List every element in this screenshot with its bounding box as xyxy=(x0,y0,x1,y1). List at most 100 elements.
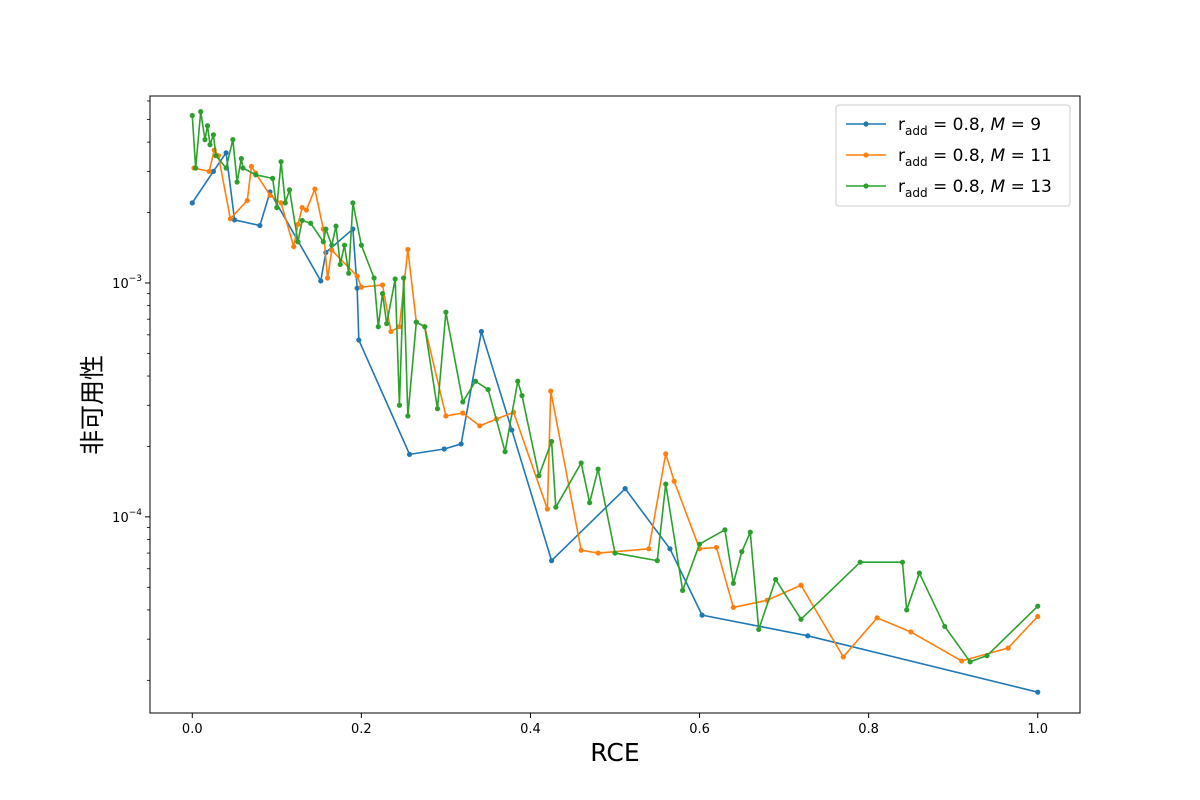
legend-marker xyxy=(863,152,869,158)
data-point xyxy=(202,137,208,143)
data-point xyxy=(713,544,720,551)
data-point xyxy=(916,570,922,576)
data-point xyxy=(299,204,305,211)
y-axis-label: 非可用性 xyxy=(78,355,107,455)
data-point xyxy=(356,337,362,343)
data-point xyxy=(371,275,377,281)
x-axis-label: RCE xyxy=(590,738,639,767)
data-point xyxy=(959,658,965,664)
data-point xyxy=(696,541,703,547)
data-point xyxy=(443,413,449,419)
data-point xyxy=(379,282,386,288)
data-point xyxy=(671,478,677,484)
data-point xyxy=(240,165,246,171)
data-point xyxy=(739,549,745,555)
x-tick-label: 0.8 xyxy=(858,722,879,737)
data-point xyxy=(756,626,762,633)
data-point xyxy=(384,321,390,327)
data-point xyxy=(282,200,288,206)
data-point xyxy=(908,629,914,635)
legend-entry: radd = 0.8, M = 13 xyxy=(898,177,1052,200)
data-point xyxy=(392,276,398,282)
legend-entry: radd = 0.8, M = 11 xyxy=(898,146,1052,169)
data-point xyxy=(663,481,669,487)
data-point xyxy=(193,165,199,171)
x-tick-label: 0.2 xyxy=(351,722,372,737)
x-tick-label: 0.6 xyxy=(689,722,710,737)
data-point xyxy=(422,324,428,330)
data-point xyxy=(358,284,364,290)
data-point xyxy=(323,226,329,232)
data-point xyxy=(206,168,212,174)
data-point xyxy=(544,506,550,512)
data-point xyxy=(333,223,339,229)
data-point xyxy=(350,200,356,206)
data-point xyxy=(663,451,669,457)
data-point xyxy=(274,204,280,211)
data-point xyxy=(1035,613,1041,620)
x-axis: 0.0 0.2 0.4 0.6 0.8 1.0 xyxy=(182,713,1048,737)
data-point xyxy=(198,109,204,115)
data-point xyxy=(278,200,284,206)
data-point xyxy=(840,654,846,660)
data-point xyxy=(646,546,652,552)
data-point xyxy=(253,172,259,178)
data-point xyxy=(805,633,811,639)
data-point xyxy=(622,486,628,492)
data-point xyxy=(434,406,441,412)
data-point xyxy=(548,438,555,445)
legend: radd = 0.8, M = 9 radd = 0.8, M = 11 radd … xyxy=(835,104,1071,207)
legend-marker xyxy=(863,121,869,127)
data-point xyxy=(472,378,479,384)
data-point xyxy=(460,410,466,416)
data-point xyxy=(509,427,515,433)
data-point xyxy=(595,466,601,472)
data-point xyxy=(204,123,211,129)
data-point xyxy=(318,278,324,284)
data-point xyxy=(413,319,419,325)
data-point xyxy=(248,163,255,170)
data-point xyxy=(899,559,906,565)
data-point xyxy=(401,275,407,281)
data-point xyxy=(379,291,386,297)
data-point xyxy=(223,165,229,171)
x-tick-label: 0.0 xyxy=(182,722,203,737)
data-point xyxy=(553,504,559,510)
data-point xyxy=(699,612,705,618)
data-point xyxy=(485,386,491,393)
y-axis: 10−3 10−4 xyxy=(112,100,150,681)
data-point xyxy=(238,156,244,162)
series-layer xyxy=(189,109,1041,695)
legend-box xyxy=(835,104,1071,207)
data-point xyxy=(223,150,229,156)
data-point xyxy=(654,558,660,564)
data-point xyxy=(667,546,673,552)
data-point xyxy=(773,576,779,583)
data-point xyxy=(329,247,335,253)
data-point xyxy=(548,558,555,564)
data-point xyxy=(680,587,686,593)
data-point xyxy=(798,582,804,588)
x-tick-label: 1.0 xyxy=(1027,722,1048,737)
data-point xyxy=(210,168,217,174)
data-point xyxy=(308,220,314,226)
data-point xyxy=(857,559,863,565)
data-point xyxy=(1005,645,1011,651)
data-point xyxy=(458,441,464,447)
data-point xyxy=(189,200,195,206)
data-point xyxy=(346,270,352,276)
data-point xyxy=(329,242,335,248)
data-point xyxy=(244,197,250,204)
data-point xyxy=(405,246,411,253)
data-point xyxy=(519,392,525,399)
data-point xyxy=(358,242,364,248)
data-point xyxy=(375,324,381,330)
legend-marker xyxy=(863,183,869,189)
data-point xyxy=(231,217,238,223)
data-point xyxy=(210,132,217,138)
data-point xyxy=(303,207,310,213)
data-point xyxy=(548,388,554,394)
data-point xyxy=(269,175,276,181)
data-point xyxy=(722,527,728,533)
data-point xyxy=(747,529,753,535)
